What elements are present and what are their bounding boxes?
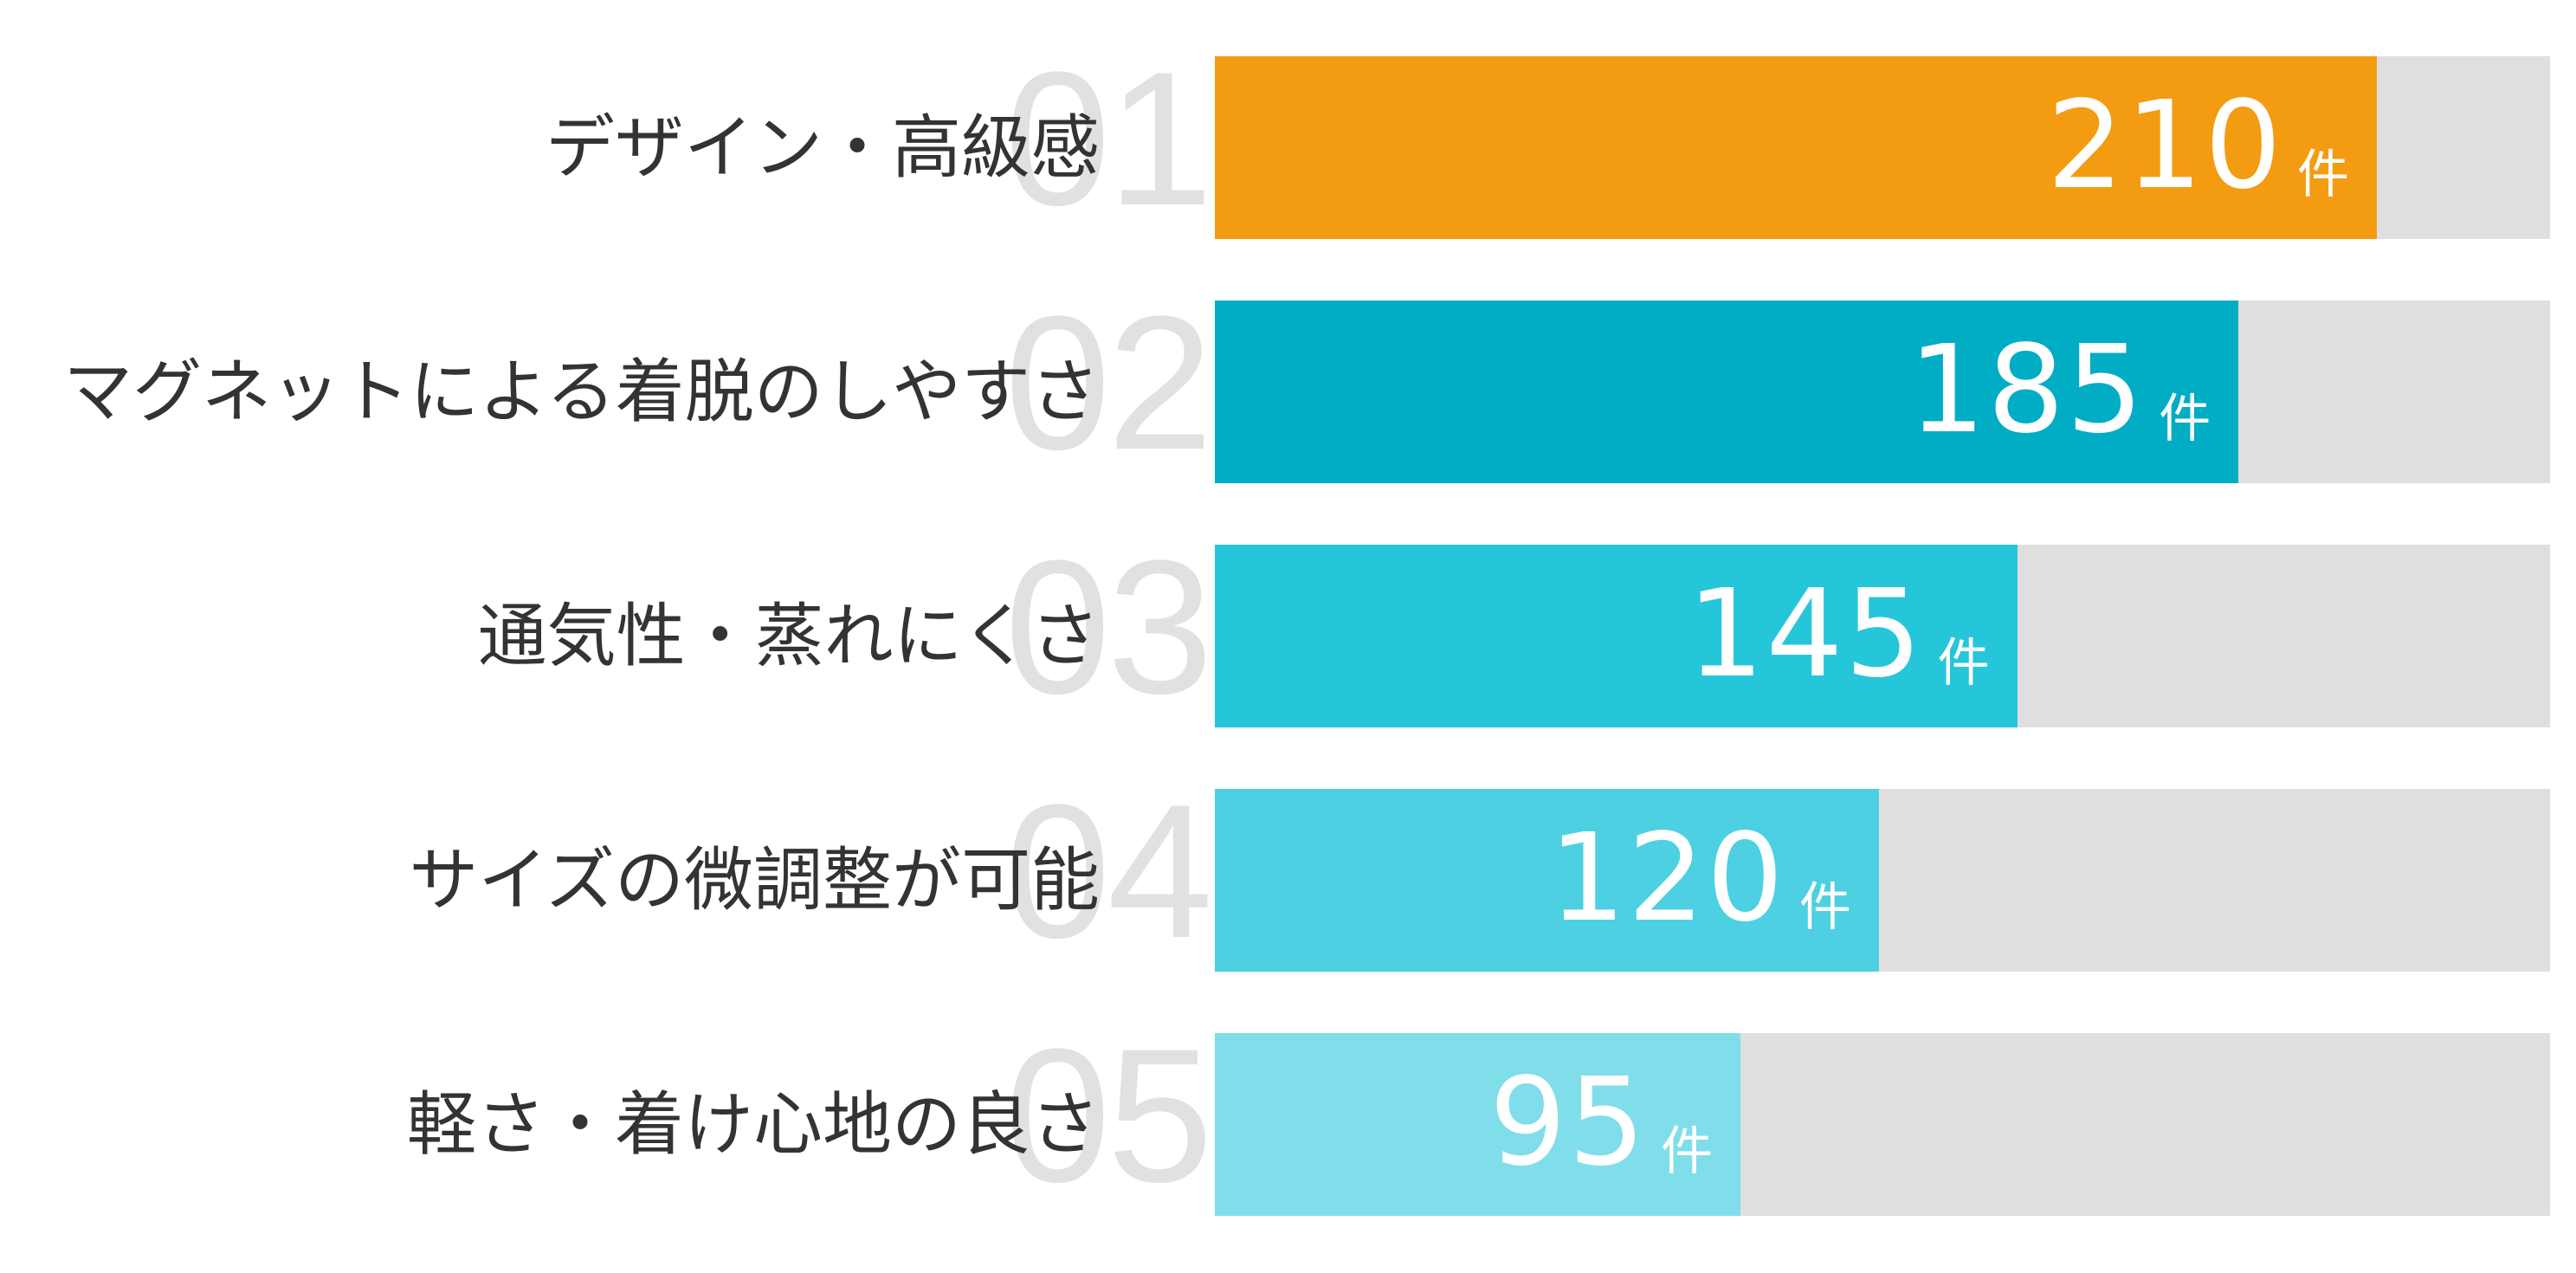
value-unit: 件	[1661, 1121, 1714, 1182]
rank-number: 03	[1004, 520, 1213, 733]
chart-row-5: 05 軽さ・着け心地の良さ 95 件	[0, 1020, 2576, 1216]
bar-track: 210 件	[1215, 56, 2550, 239]
bar-track: 185 件	[1215, 300, 2550, 483]
value-number: 95	[1488, 1051, 1648, 1193]
value-unit: 件	[1937, 632, 1990, 694]
bar-fill: 185 件	[1215, 300, 2239, 483]
category-label: サイズの微調整が可能	[409, 840, 1100, 921]
bar-fill: 210 件	[1215, 56, 2377, 239]
bar-track: 145 件	[1215, 545, 2550, 727]
rank-number: 01	[1004, 32, 1213, 245]
bar-track: 95 件	[1215, 1033, 2550, 1216]
value-label: 95 件	[1489, 1033, 1713, 1216]
category-label: 軽さ・着け心地の良さ	[407, 1084, 1100, 1165]
chart-row-3: 03 通気性・蒸れにくさ 145 件	[0, 532, 2576, 727]
category-label: 通気性・蒸れにくさ	[477, 596, 1100, 676]
rank-number: 05	[1004, 1009, 1213, 1222]
value-number: 185	[1908, 319, 2146, 461]
bar-fill: 145 件	[1215, 545, 2018, 727]
value-label: 185 件	[1908, 300, 2211, 483]
bar-track: 120 件	[1215, 789, 2550, 972]
value-unit: 件	[2159, 388, 2211, 449]
rank-number: 04	[1004, 765, 1213, 978]
value-number: 145	[1687, 563, 1924, 705]
value-number: 120	[1548, 807, 1785, 949]
chart-row-2: 02 マグネットによる着脱のしやすさ 185 件	[0, 288, 2576, 483]
value-label: 145 件	[1687, 545, 1989, 727]
rank-number: 02	[1004, 276, 1213, 489]
value-label: 120 件	[1549, 789, 1851, 972]
chart-row-1: 01 デザイン・高級感 210 件	[0, 43, 2576, 239]
value-unit: 件	[1798, 876, 1851, 938]
value-label: 210 件	[2047, 56, 2349, 239]
chart-row-4: 04 サイズの微調整が可能 120 件	[0, 776, 2576, 972]
bar-fill: 95 件	[1215, 1033, 1741, 1216]
category-label: デザイン・高級感	[546, 107, 1100, 188]
value-number: 210	[2046, 74, 2283, 216]
category-label: マグネットによる着脱のしやすさ	[63, 352, 1100, 432]
value-unit: 件	[2296, 144, 2349, 205]
bar-fill: 120 件	[1215, 789, 1879, 972]
